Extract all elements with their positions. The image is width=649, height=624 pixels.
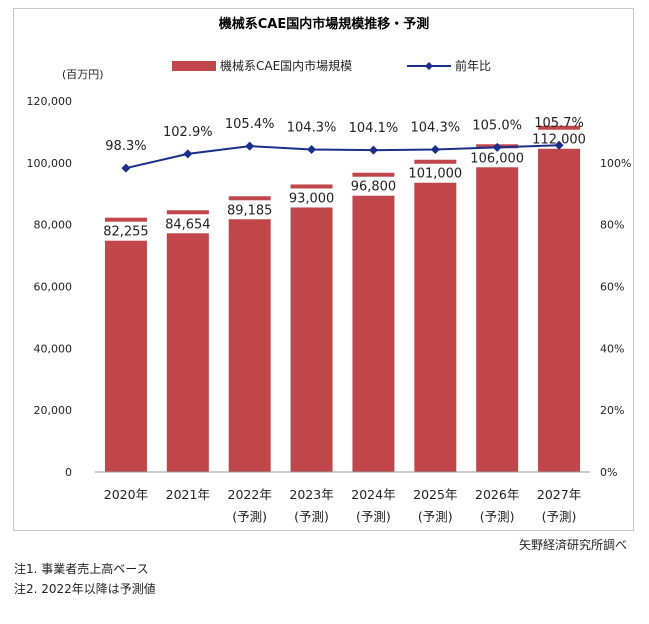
chart-frame: 機械系CAE国内市場規模推移・予測 (百万円) 機械系CAE国内市場規模 前年比 0 20… [13,8,634,531]
right-axis-tick-label: 60% [600,281,624,294]
bar-value-label: 112,000 [532,133,586,148]
category-sublabel: (予測) [418,509,453,524]
bar-value-label: 101,000 [408,167,462,182]
yoy-marker [121,163,131,173]
left-axis-tick-label: 20,000 [34,404,73,417]
yoy-marker [183,149,193,159]
legend-marker-yoy [425,62,433,70]
yoy-value-label: 104.1% [349,121,399,136]
left-axis-tick-label: 40,000 [34,342,73,355]
yoy-value-label: 104.3% [287,121,337,136]
yoy-value-label: 104.3% [411,121,461,136]
bar [290,184,333,472]
bar-label-backdrop [474,148,521,168]
bar [352,172,395,472]
category-label: 2021年 [166,487,210,502]
bar-label-backdrop [164,214,211,234]
category-sublabel: (予測) [294,509,329,524]
source-credit: 矢野経済研究所調べ [519,538,628,552]
bar-value-label: 89,185 [227,203,273,218]
bar-label-backdrop [226,200,273,220]
chart-title: 機械系CAE国内市場規模推移・予測 [219,16,429,32]
market-size-chart: 機械系CAE国内市場規模推移・予測 (百万円) 機械系CAE国内市場規模 前年比 0 20… [27,16,632,524]
right-axis-tick-label: 40% [600,342,624,355]
bar-label-backdrop [102,221,149,241]
yoy-value-label: 105.0% [472,118,522,133]
note-1: 注1. 事業者売上高ベース [14,562,149,576]
y-axis-unit: (百万円) [62,68,104,81]
category-label: 2027年 [537,487,581,502]
right-axis-tick-label: 20% [600,404,624,417]
category-sublabel: (予測) [232,509,267,524]
category-label: 2020年 [104,487,148,502]
right-axis-tick-label: 80% [600,219,624,232]
left-axis-tick-label: 60,000 [34,281,73,294]
left-axis-tick-label: 120,000 [27,95,73,108]
yoy-line [125,144,560,170]
category-label: 2026年 [475,487,519,502]
legend-swatch-market-size [172,61,216,71]
yoy-marker [492,142,502,152]
yoy-value-label: 105.4% [225,117,275,132]
yoy-marker [307,145,317,155]
category-label: 2022年 [228,487,272,502]
bar-value-label: 82,255 [103,225,149,240]
yoy-marker [430,145,440,155]
bar-value-label: 84,654 [165,217,211,232]
bar [228,196,271,472]
yoy-marker [368,145,378,155]
legend-label-market-size: 機械系CAE国内市場規模 [220,58,352,73]
bar-value-label: 96,800 [351,180,397,195]
bar-label-backdrop [288,188,335,208]
bar [538,125,581,472]
category-sublabel: (予測) [480,509,515,524]
category-sublabel: (予測) [542,509,577,524]
yoy-marker [245,141,255,151]
yoy-value-label: 102.9% [163,125,213,140]
category-label: 2024年 [351,487,395,502]
right-axis-tick-label: 0% [600,466,617,479]
category-label: 2023年 [289,487,333,502]
bar [476,144,519,473]
bar [104,217,147,472]
bar [166,210,209,472]
yoy-value-label: 98.3% [105,139,146,154]
bar-label-backdrop [412,163,459,183]
bar-value-label: 93,000 [289,191,335,206]
left-axis-tick-label: 100,000 [27,157,73,170]
bar [414,159,457,472]
left-axis-tick-label: 80,000 [34,219,73,232]
left-axis-tick-label: 0 [65,466,72,479]
note-2: 注2. 2022年以降は予測値 [14,582,156,596]
bar-value-label: 106,000 [470,151,524,166]
bar-label-backdrop [350,176,397,196]
bar-label-backdrop [536,129,583,149]
category-label: 2025年 [413,487,457,502]
category-sublabel: (予測) [356,509,391,524]
yoy-value-label: 105.7% [534,116,584,131]
yoy-marker [554,140,564,150]
legend-label-yoy: 前年比 [455,58,491,73]
right-axis-tick-label: 100% [600,157,631,170]
